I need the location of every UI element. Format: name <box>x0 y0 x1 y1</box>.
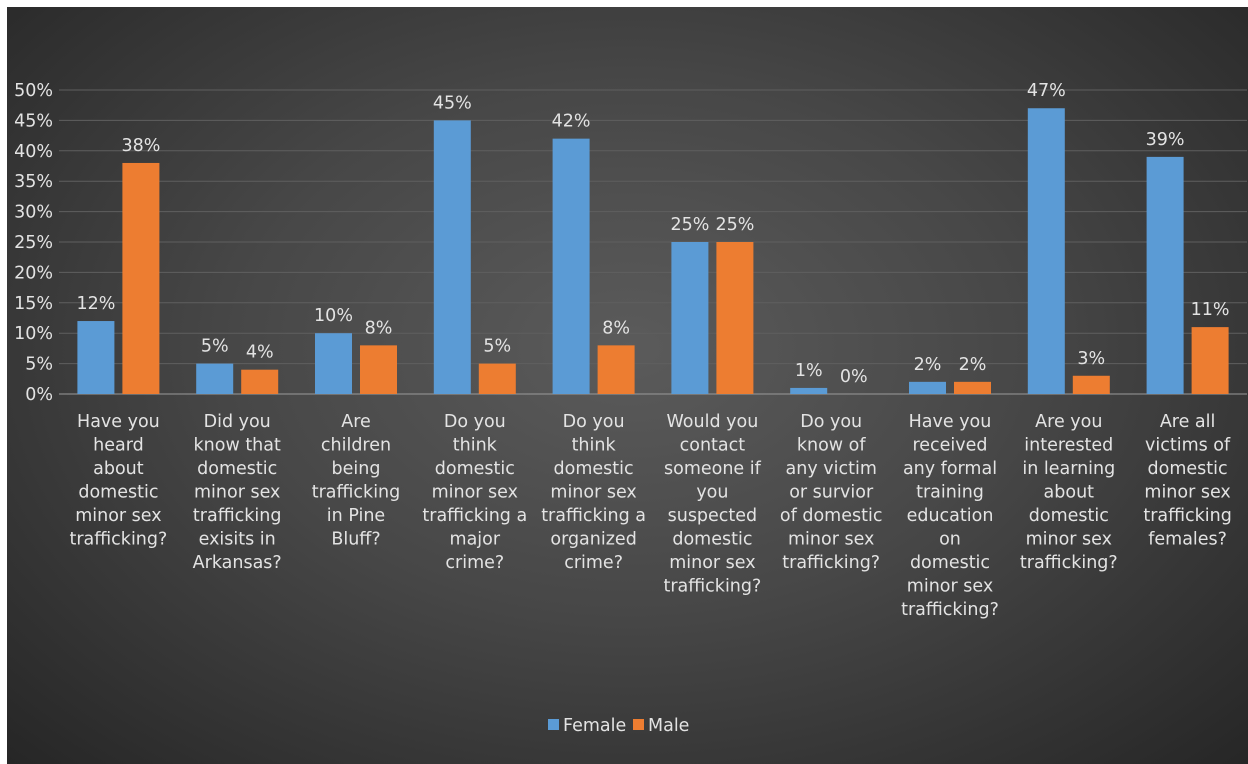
category-label: Have you heard about domestic minor sex traff… <box>69 412 167 550</box>
data-label-male: 25% <box>715 215 754 235</box>
category-label: Are all victims of domestic minor sex traffi… <box>1143 412 1232 550</box>
bars <box>77 108 1229 395</box>
data-label-female: 47% <box>1027 81 1066 101</box>
bar-male <box>1072 375 1110 394</box>
legend-label-female: Female <box>563 716 626 736</box>
data-label-female: 25% <box>670 215 709 235</box>
category-label: Did you know that domestic minor sex traffic… <box>193 412 282 573</box>
bar-female <box>77 321 115 394</box>
bar-male <box>597 345 635 394</box>
y-tick-label: 5% <box>25 355 53 375</box>
y-tick-label: 0% <box>25 385 53 405</box>
category-label: Would you contact someone if you suspected do… <box>663 412 761 597</box>
bar-female <box>1146 156 1184 394</box>
bar-female <box>1027 108 1065 395</box>
data-label-male: 11% <box>1191 300 1230 320</box>
y-tick-label: 25% <box>14 233 53 253</box>
data-label-male: 0% <box>840 367 868 387</box>
data-labels: 12% 5% 10% 45% 42% 25% 1% 2% 47% 39% 38% 4% 8% 5% 8% 25… <box>76 81 1229 387</box>
bar-male <box>478 363 516 394</box>
legend: Female Male <box>548 716 689 736</box>
bar-female <box>671 242 709 394</box>
bar-female <box>433 120 471 395</box>
category-label: Do you think domestic minor sex trafficking … <box>541 412 646 573</box>
chart-frame: 0% 5% 10% 15% 20% 25% 30% 35% 40% 45% 50% 12% 5% 10%… <box>7 7 1248 764</box>
bar-female <box>790 387 828 394</box>
data-label-female: 12% <box>76 294 115 314</box>
data-label-male: 4% <box>246 343 274 363</box>
data-label-male: 5% <box>483 337 511 357</box>
data-label-male: 8% <box>365 318 393 338</box>
bar-chart: 0% 5% 10% 15% 20% 25% 30% 35% 40% 45% 50% 12% 5% 10%… <box>14 81 1247 736</box>
bar-male <box>241 369 279 394</box>
bar-male <box>1191 327 1229 394</box>
category-label: Have you received any formal training educat… <box>901 412 999 620</box>
data-label-male: 2% <box>959 355 987 375</box>
y-tick-label: 10% <box>14 324 53 344</box>
bar-female <box>909 381 946 394</box>
bar-male <box>954 381 991 394</box>
data-label-female: 42% <box>552 112 591 132</box>
legend-swatch-female <box>548 719 559 730</box>
bar-male <box>360 345 397 394</box>
data-label-male: 3% <box>1077 349 1105 369</box>
bar-female <box>315 333 352 394</box>
y-tick-label: 15% <box>14 294 53 314</box>
y-tick-label: 35% <box>14 172 53 192</box>
data-label-female: 10% <box>314 306 353 326</box>
y-tick-label: 50% <box>14 81 53 101</box>
category-labels: Have you heard about domestic minor sex traff… <box>69 412 1231 620</box>
category-label: Do you know of any victim or survior of dome… <box>780 412 883 573</box>
data-label-female: 5% <box>201 337 229 357</box>
bar-male <box>122 162 160 394</box>
category-label: Are children being trafficking in Pine Bluff? <box>312 412 401 550</box>
y-tick-label: 40% <box>14 142 53 162</box>
bar-male <box>716 242 754 394</box>
legend-swatch-male <box>633 719 644 730</box>
y-tick-label: 30% <box>14 203 53 223</box>
data-label-female: 45% <box>433 93 472 113</box>
category-label: Do you think domestic minor sex trafficking … <box>422 412 527 573</box>
legend-label-male: Male <box>648 716 689 736</box>
data-label-female: 2% <box>914 355 942 375</box>
gridlines <box>59 89 1247 395</box>
data-label-male: 38% <box>121 136 160 156</box>
data-label-male: 8% <box>602 318 630 338</box>
bar-female <box>552 138 590 394</box>
y-axis-ticks: 0% 5% 10% 15% 20% 25% 30% 35% 40% 45% 50% <box>14 81 53 405</box>
data-label-female: 1% <box>795 361 823 381</box>
bar-female <box>196 363 234 394</box>
category-label: Are you interested in learning about domesti… <box>1020 412 1118 573</box>
y-tick-label: 20% <box>14 263 53 283</box>
data-label-female: 39% <box>1146 130 1185 150</box>
y-tick-label: 45% <box>14 111 53 131</box>
